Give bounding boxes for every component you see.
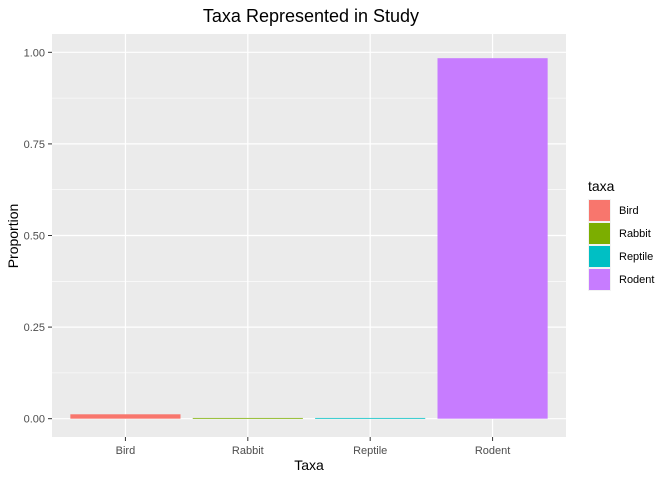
y-tick-label: 0.75 [24, 139, 45, 151]
x-axis-label: Taxa [294, 457, 324, 473]
bars [70, 58, 548, 419]
legend-label: Reptile [619, 251, 653, 263]
legend: taxa Bird Rabbit Reptile Rodent [588, 178, 654, 291]
legend-label: Bird [619, 205, 639, 217]
y-tick-label: 0.00 [24, 414, 45, 426]
bar-rodent [437, 58, 548, 419]
legend-swatch-reptile [589, 246, 610, 267]
chart-title: Taxa Represented in Study [203, 6, 419, 26]
x-tick-label: Rabbit [232, 445, 264, 457]
y-tick-label: 0.25 [24, 322, 45, 334]
y-tick-label: 0.50 [24, 231, 45, 243]
x-tick-label: Reptile [353, 445, 387, 457]
legend-swatch-bird [589, 200, 610, 221]
x-axis-ticks: Bird Rabbit Reptile Rodent [116, 437, 510, 457]
x-tick-label: Bird [116, 445, 136, 457]
x-tick-label: Rodent [475, 445, 510, 457]
legend-label: Rabbit [619, 228, 651, 240]
legend-swatch-rabbit [589, 223, 610, 244]
bar-rabbit [192, 417, 303, 419]
legend-title: taxa [588, 178, 615, 194]
legend-label: Rodent [619, 274, 654, 286]
y-tick-label: 1.00 [24, 47, 45, 59]
legend-swatch-rodent [589, 269, 610, 290]
bar-bird [70, 414, 181, 419]
y-axis-label: Proportion [5, 204, 21, 269]
bar-reptile [315, 417, 426, 419]
y-axis-ticks: 0.00 0.25 0.50 0.75 1.00 [24, 47, 52, 426]
